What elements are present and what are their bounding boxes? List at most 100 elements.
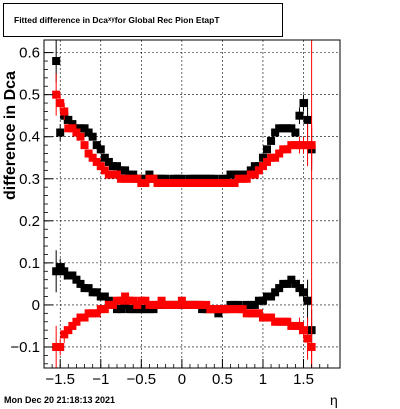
data-point [129, 170, 138, 179]
data-point [250, 309, 259, 318]
data-point [137, 178, 146, 187]
data-point [177, 178, 186, 187]
data-point [271, 153, 280, 162]
data-point [279, 317, 288, 326]
data-point [64, 271, 73, 280]
data-point [226, 305, 235, 314]
data-point [141, 174, 150, 183]
data-point [169, 300, 178, 309]
data-point [267, 313, 276, 322]
data-point [181, 178, 190, 187]
data-point [161, 178, 170, 187]
data-point [92, 157, 101, 166]
data-point [92, 141, 101, 150]
data-point [169, 178, 178, 187]
data-point [275, 124, 284, 133]
data-point [76, 132, 85, 141]
data-point [137, 305, 146, 314]
y-tick-label: 0.1 [19, 255, 40, 272]
data-point [56, 263, 65, 272]
data-point [68, 271, 77, 280]
data-point [104, 300, 113, 309]
data-point [198, 174, 207, 183]
data-point [238, 174, 247, 183]
data-point [267, 153, 276, 162]
data-point [263, 313, 272, 322]
data-point [112, 170, 121, 179]
data-point [60, 330, 69, 339]
data-point [52, 90, 61, 99]
data-point [80, 313, 89, 322]
data-point [112, 305, 121, 314]
data-point [198, 305, 207, 314]
y-axis-label: difference in Dca [2, 71, 19, 200]
data-point [129, 174, 138, 183]
data-point [108, 170, 117, 179]
data-point [117, 174, 126, 183]
data-points [52, 40, 316, 368]
data-point [271, 317, 280, 326]
data-point [194, 174, 203, 183]
data-point [275, 149, 284, 158]
data-point [133, 300, 142, 309]
data-point [254, 162, 263, 171]
data-point [194, 300, 203, 309]
data-point [246, 170, 255, 179]
data-point [275, 284, 284, 293]
data-point [254, 309, 263, 318]
data-point [80, 284, 89, 293]
data-point [295, 111, 304, 120]
data-point [64, 115, 73, 124]
data-point [177, 300, 186, 309]
data-point [267, 136, 276, 145]
data-point [149, 305, 158, 314]
data-point [242, 174, 251, 183]
data-point [129, 296, 138, 305]
data-point [222, 178, 231, 187]
data-point [76, 313, 85, 322]
data-point [72, 128, 81, 137]
data-point [137, 296, 146, 305]
data-point [117, 296, 126, 305]
tick-labels: −1.5 −1 −0.5 0 0.5 1 1.5 −0.1 0 0.1 0.2 0.3 0.4 0.5 0.… [10, 45, 314, 388]
data-point [242, 170, 251, 179]
data-point [271, 288, 280, 297]
data-point [275, 317, 284, 326]
data-point [121, 292, 130, 301]
data-point [100, 153, 109, 162]
data-point [206, 178, 215, 187]
data-point [242, 300, 251, 309]
data-point [60, 107, 69, 116]
data-point [218, 178, 227, 187]
data-point [145, 300, 154, 309]
data-point [84, 128, 93, 137]
data-point [214, 178, 223, 187]
data-point [173, 174, 182, 183]
data-point [210, 305, 219, 314]
data-point [76, 124, 85, 133]
data-point [117, 166, 126, 175]
x-tick-label: 1 [259, 371, 267, 388]
data-point [279, 124, 288, 133]
data-point [117, 305, 126, 314]
data-point [173, 178, 182, 187]
data-point [92, 288, 101, 297]
data-point [246, 309, 255, 318]
data-point [104, 170, 113, 179]
data-point [88, 288, 97, 297]
data-point [291, 141, 300, 150]
data-point [283, 279, 292, 288]
data-point [206, 174, 215, 183]
data-point [145, 305, 154, 314]
data-point [121, 300, 130, 309]
data-point [88, 153, 97, 162]
axis-ticks [43, 52, 329, 368]
data-point [246, 166, 255, 175]
data-point [254, 166, 263, 175]
data-point [226, 170, 235, 179]
data-point [129, 305, 138, 314]
data-point [125, 170, 134, 179]
data-point [177, 296, 186, 305]
data-point [230, 178, 239, 187]
data-point [263, 157, 272, 166]
